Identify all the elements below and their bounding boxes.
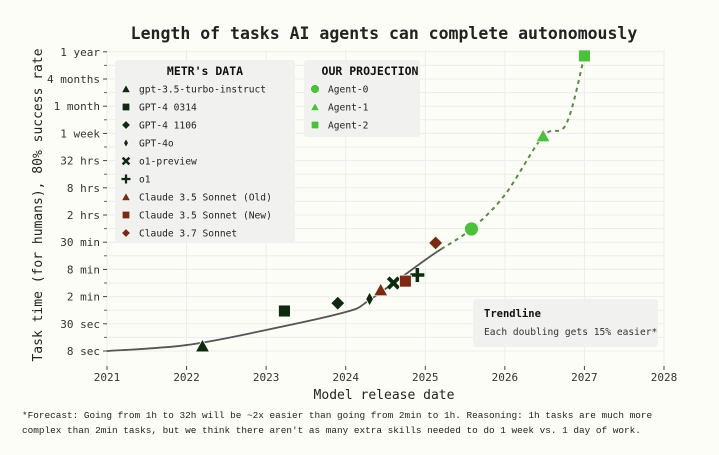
y-tick-label: 32 hrs	[60, 155, 100, 168]
legend-item-label: Claude 3.7 Sonnet	[139, 229, 237, 240]
legend-item-label: Agent-1	[328, 103, 369, 114]
point-o1-plus-marker	[410, 268, 425, 283]
annotation-title: Trendline	[484, 308, 541, 320]
x-tick-label: 2021	[94, 371, 121, 384]
data-points	[194, 49, 591, 353]
legend-metr: METR's DATA gpt-3.5-turbo-instruct GPT-4 …	[115, 60, 295, 243]
trendline-annotation: Trendline Each doubling gets 15% easier*	[473, 299, 658, 347]
legend-projection-box	[304, 60, 420, 137]
legend-item-label: Claude 3.5 Sonnet (Old)	[139, 193, 272, 204]
x-tick-label: 2026	[492, 371, 519, 384]
legend-marker-diamond-icon	[120, 227, 132, 239]
legend-item-label: o1-preview	[139, 157, 197, 168]
y-tick-label: 8 hrs	[67, 182, 100, 195]
legend-item-label: Claude 3.5 Sonnet (New)	[139, 211, 272, 222]
point-agent-2-square-marker	[578, 49, 591, 63]
y-tick-label: 4 months	[47, 73, 100, 86]
legend-marker-square-icon	[121, 210, 131, 220]
point-gpt-4o-thin-diamond-marker	[365, 291, 374, 307]
legend-metr-box	[115, 60, 295, 243]
legend-marker-thin-diamond-icon	[123, 137, 129, 149]
point-gpt-4-1106-diamond-marker	[330, 295, 346, 311]
legend-item-label: GPT-4 0314	[139, 103, 197, 114]
point-o1-preview-x-marker	[386, 276, 401, 290]
point-agent-1-triangle-marker	[535, 128, 551, 143]
legend-marker-triangle-icon	[120, 191, 132, 202]
legend-marker-square-icon	[121, 102, 131, 112]
point-claude-3-5-sonnet-old-triangle-marker	[373, 282, 389, 297]
x-tick-label: 2027	[571, 371, 598, 384]
footnote-line-2: complex than 2min tasks, but we think th…	[22, 425, 641, 436]
x-axis-label: Model release date	[314, 388, 455, 403]
legend-projection: OUR PROJECTION Agent-0 Agent-1 Agent-2	[304, 60, 420, 137]
point-claude-3-5-sonnet-new-square-marker	[399, 274, 412, 288]
point-gpt-4-0314-square-marker	[278, 304, 291, 318]
x-tick-label: 2024	[332, 371, 359, 384]
legend-marker-x-icon	[121, 156, 131, 166]
y-tick-label: 1 month	[54, 100, 100, 113]
legend-item-label: Agent-0	[328, 85, 369, 96]
legend-marker-triangle-icon	[120, 83, 132, 93]
y-tick-label: 8 sec	[67, 345, 100, 358]
x-tick-label: 2023	[253, 371, 280, 384]
x-tick-label: 2028	[651, 371, 678, 384]
legend-item-label: o1	[139, 175, 151, 186]
legend-item-label: Agent-2	[328, 121, 368, 132]
point-agent-0-circle-marker	[464, 221, 479, 237]
y-tick-label: 2 hrs	[67, 209, 100, 222]
y-tick-label: 8 min	[67, 263, 100, 276]
x-tick-label: 2025	[412, 371, 439, 384]
legend-marker-diamond-icon	[120, 119, 132, 131]
y-tick-label: 2 min	[67, 291, 100, 304]
y-axis-label: Task time (for humans), 80% success rate	[31, 48, 46, 361]
y-tick-label: 30 sec	[60, 318, 100, 331]
legend-item-label: GPT-4 1106	[139, 121, 197, 132]
trendline-solid	[106, 248, 442, 352]
legend-marker-square-icon	[310, 120, 320, 130]
legend-projection-title: OUR PROJECTION	[322, 64, 419, 78]
y-tick-label: 1 year	[60, 46, 100, 59]
legend-marker-triangle-icon	[309, 101, 321, 111]
x-axis-ticks: 2021 2022 2023 2024 2025 2026 2027 2028	[94, 366, 678, 384]
point-claude-3-7-sonnet-diamond-marker	[428, 235, 444, 251]
legend-marker-circle-icon	[310, 84, 320, 94]
legend-item-label: gpt-3.5-turbo-instruct	[139, 85, 266, 96]
y-tick-label: 30 min	[60, 236, 100, 249]
x-tick-label: 2022	[173, 371, 200, 384]
y-axis-ticks: 8 sec 30 sec 2 min 8 min 30 min 2 hrs 8 hrs 32 …	[47, 46, 107, 358]
chart-title: Length of tasks AI agents can complete a…	[131, 24, 638, 43]
legend-marker-plus-icon	[121, 174, 131, 184]
annotation-text: Each doubling gets 15% easier*	[484, 327, 657, 338]
legend-metr-title: METR's DATA	[167, 64, 243, 78]
legend-item-label: GPT-4o	[139, 139, 174, 150]
annotation-box	[473, 299, 658, 347]
footnote-line-1: *Forecast: Going from 1h to 32h will be …	[22, 410, 652, 421]
y-tick-label: 1 week	[60, 127, 100, 140]
point-gpt-3-5-turbo-instruct-triangle-marker	[194, 338, 211, 353]
